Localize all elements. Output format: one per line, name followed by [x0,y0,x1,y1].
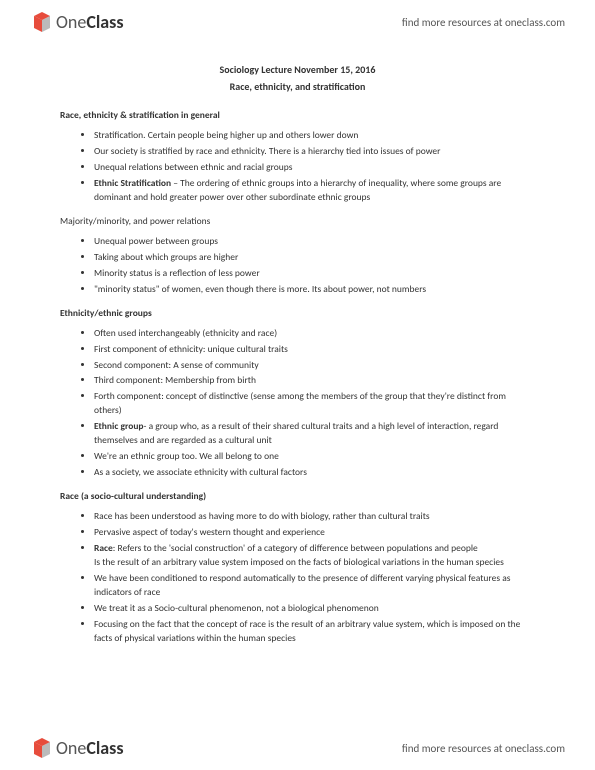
footer-resources-link[interactable]: find more resources at oneclass.com [402,742,565,755]
section-heading: Ethnicity/ethnic groups [60,306,535,320]
list-item: Unequal relations between ethnic and rac… [94,160,535,174]
list-item: Unequal power between groups [94,234,535,248]
list-item: We're an ethnic group too. We all belong… [94,449,535,463]
brand-logo: OneClass [30,10,124,34]
list-item: Forth component: concept of distinctive … [94,389,535,418]
bullet-list: Stratification. Certain people being hig… [94,128,535,204]
list-item: Race has been understood as having more … [94,509,535,523]
bullet-list: Race has been understood as having more … [94,509,535,645]
definition-text: - a group who, as a result of their shar… [94,420,498,446]
section-heading: Race (a socio-cultural understanding) [60,489,535,503]
document-body: Sociology Lecture November 15, 2016 Race… [0,50,595,720]
logo-icon [30,736,54,760]
list-item: Often used interchangeably (ethnicity an… [94,326,535,340]
brand-logo-footer: OneClass [30,736,124,760]
list-item: We have been conditioned to respond auto… [94,571,535,600]
continuation-text: Is the result of an arbitrary value syst… [94,555,535,569]
list-item: Focusing on the fact that the concept of… [94,617,535,646]
list-item: We treat it as a Socio-cultural phenomen… [94,601,535,615]
doc-title: Sociology Lecture November 15, 2016 [60,62,535,77]
list-item: Taking about which groups are higher [94,250,535,264]
header-resources-link[interactable]: find more resources at oneclass.com [402,16,565,29]
list-item: Minority status is a reflection of less … [94,266,535,280]
definition-text: : Refers to the 'social construction' of… [113,542,478,554]
bullet-list: Often used interchangeably (ethnicity an… [94,326,535,479]
page-footer: OneClass find more resources at oneclass… [0,726,595,770]
list-item: Third component: Membership from birth [94,373,535,387]
term: Ethnic Stratification [94,177,171,189]
list-item: Ethnic Stratification – The ordering of … [94,176,535,205]
brand-name: OneClass [56,11,124,33]
list-item: Race: Refers to the 'social construction… [94,541,535,570]
bullet-list: Unequal power between groups Taking about… [94,234,535,296]
list-item: Pervasive aspect of today's western thou… [94,525,535,539]
list-item: Stratification. Certain people being hig… [94,128,535,142]
section-heading: Race, ethnicity & stratification in gene… [60,108,535,122]
section-heading: Majority/minority, and power relations [60,214,535,228]
list-item: As a society, we associate ethnicity wit… [94,465,535,479]
page-header: OneClass find more resources at oneclass… [0,0,595,44]
list-item: Ethnic group- a group who, as a result o… [94,419,535,448]
brand-name: OneClass [56,737,124,759]
list-item: Second component: A sense of community [94,358,535,372]
list-item: First component of ethnicity: unique cul… [94,342,535,356]
list-item: Our society is stratified by race and et… [94,144,535,158]
logo-icon [30,10,54,34]
term: Race [94,542,113,554]
term: Ethnic group [94,420,144,432]
list-item: "minority status" of women, even though … [94,282,535,296]
doc-subtitle: Race, ethnicity, and stratification [60,79,535,94]
